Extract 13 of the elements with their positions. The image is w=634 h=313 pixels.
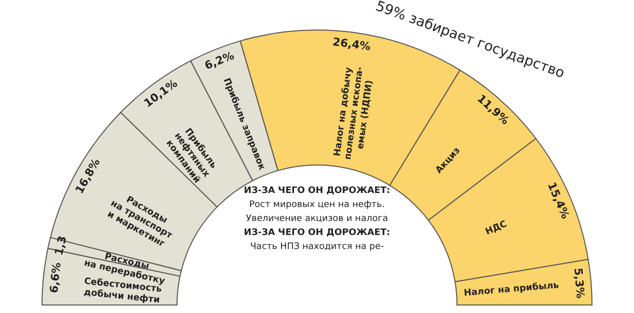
data-label: 6,2% <box>202 49 236 72</box>
data-label: 6,6% <box>47 262 64 294</box>
text: ИЗ-ЗА ЧЕГО ОН ДОРОЖАЕТ: <box>244 186 390 196</box>
text: Увеличение акцизов и налога <box>246 214 388 224</box>
data-label: 26,4% <box>332 35 372 54</box>
slice-label: Налог на добычу полезных ископа- емых (НДПИ) <box>332 66 375 160</box>
text: Рост мировых цен на нефть. <box>249 200 385 210</box>
slice-label: Налог на прибыль <box>463 280 560 299</box>
data-label: 5,3% <box>571 267 587 299</box>
text: ИЗ-ЗА ЧЕГО ОН ДОРОЖАЕТ: <box>244 228 390 238</box>
slice-label: НДС <box>484 219 509 238</box>
text: Часть НПЗ находится на ре- <box>250 242 384 252</box>
data-label: 1,3 <box>52 234 70 257</box>
